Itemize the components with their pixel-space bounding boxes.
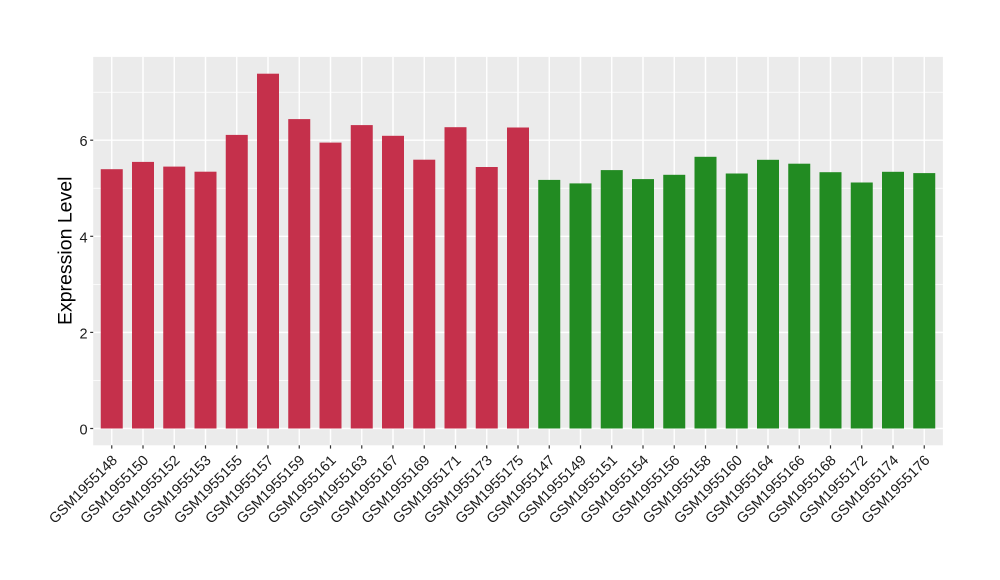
svg-text:Expression Level: Expression Level [55,177,77,325]
svg-text:2: 2 [80,326,88,342]
svg-text:0: 0 [80,423,88,439]
svg-text:4: 4 [80,230,88,246]
svg-text:6: 6 [80,134,88,150]
